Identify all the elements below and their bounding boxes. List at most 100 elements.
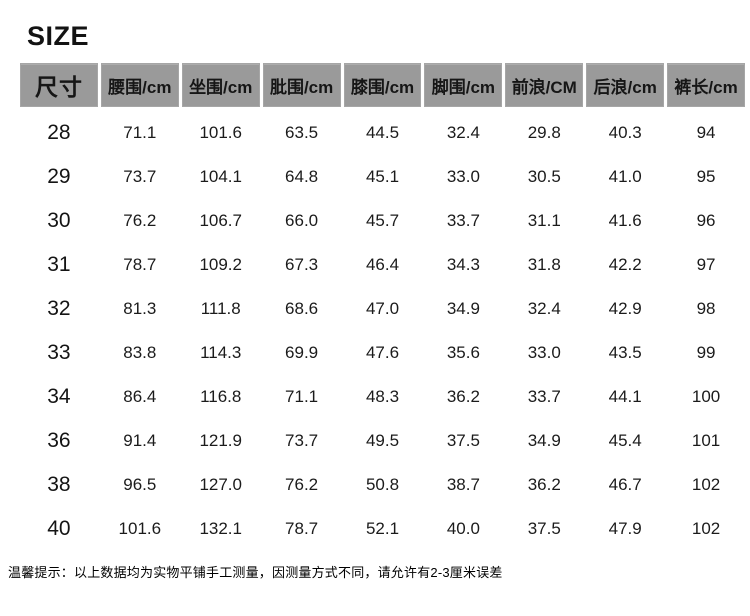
table-row: 33 83.8 114.3 69.9 47.6 35.6 33.0 43.5 99 bbox=[20, 331, 745, 375]
size-value: 28 bbox=[47, 121, 71, 144]
measurement-value: 114.3 bbox=[200, 343, 242, 362]
measurement-value: 111.8 bbox=[200, 299, 241, 318]
measurement-value: 127.0 bbox=[199, 475, 242, 494]
measurement-value: 116.8 bbox=[200, 387, 242, 406]
measurement-value: 102 bbox=[691, 475, 721, 494]
measurement-value: 96 bbox=[696, 211, 716, 230]
column-header-5: 脚围/cm bbox=[424, 63, 503, 107]
measurement-value: 73.7 bbox=[123, 167, 157, 186]
size-value: 34 bbox=[47, 385, 71, 408]
measurement-value: 96.5 bbox=[123, 475, 157, 494]
measurement-value: 94 bbox=[696, 123, 716, 142]
table-row: 31 78.7 109.2 67.3 46.4 34.3 31.8 42.2 97 bbox=[20, 243, 745, 287]
measurement-value: 40.3 bbox=[608, 123, 642, 142]
column-header-7: 后浪/cm bbox=[586, 63, 665, 107]
measurement-value: 104.1 bbox=[199, 167, 242, 186]
measurement-value: 71.1 bbox=[285, 387, 319, 406]
measurement-value: 32.4 bbox=[446, 123, 480, 142]
column-header-8: 裤长/cm bbox=[667, 63, 745, 107]
measurement-value: 78.7 bbox=[285, 519, 319, 538]
column-header-2: 坐围/cm bbox=[181, 63, 260, 107]
measurement-value: 43.5 bbox=[608, 343, 642, 362]
table-header-row: 尺寸 腰围/cm 坐围/cm 肶围/cm 膝围/cm 脚围/cm 前浪/CM 后浪/cm 裤长/… bbox=[20, 63, 745, 107]
measurement-value: 46.7 bbox=[608, 475, 642, 494]
measurement-value: 34.3 bbox=[446, 255, 480, 274]
measurement-value: 71.1 bbox=[123, 123, 157, 142]
size-value: 29 bbox=[47, 165, 71, 188]
measurement-value: 69.9 bbox=[285, 343, 319, 362]
measurement-value: 76.2 bbox=[285, 475, 319, 494]
measurement-value: 102 bbox=[691, 519, 721, 538]
measurement-value: 31.1 bbox=[527, 211, 561, 230]
size-value: 36 bbox=[47, 429, 71, 452]
table-body: 28 71.1 101.6 63.5 44.5 32.4 29.8 40.3 94 29 73.7 1… bbox=[20, 111, 745, 551]
measurement-value: 67.3 bbox=[285, 255, 319, 274]
measurement-value: 34.9 bbox=[527, 431, 561, 450]
table-row: 34 86.4 116.8 71.1 48.3 36.2 33.7 44.1 100 bbox=[20, 375, 745, 419]
measurement-value: 68.6 bbox=[285, 299, 319, 318]
size-value: 40 bbox=[47, 517, 71, 540]
measurement-value: 78.7 bbox=[123, 255, 157, 274]
table-row: 30 76.2 106.7 66.0 45.7 33.7 31.1 41.6 96 bbox=[20, 199, 745, 243]
measurement-value: 99 bbox=[696, 343, 716, 362]
measurement-value: 109.2 bbox=[199, 255, 242, 274]
column-header-1: 腰围/cm bbox=[100, 63, 179, 107]
measurement-value: 36.2 bbox=[446, 387, 480, 406]
measurement-value: 38.7 bbox=[446, 475, 480, 494]
measurement-value: 121.9 bbox=[199, 431, 242, 450]
column-header-6: 前浪/CM bbox=[505, 63, 584, 107]
table-row: 36 91.4 121.9 73.7 49.5 37.5 34.9 45.4 101 bbox=[20, 419, 745, 463]
measurement-value: 42.9 bbox=[608, 299, 642, 318]
measurement-value: 97 bbox=[696, 255, 716, 274]
measurement-value: 35.6 bbox=[446, 343, 480, 362]
measurement-value: 83.8 bbox=[123, 343, 157, 362]
measurement-value: 33.7 bbox=[527, 387, 561, 406]
measurement-value: 73.7 bbox=[285, 431, 319, 450]
measurement-value: 50.8 bbox=[365, 475, 400, 494]
size-value: 33 bbox=[47, 341, 71, 364]
measurement-value: 37.5 bbox=[446, 431, 480, 450]
measurement-value: 91.4 bbox=[123, 431, 157, 450]
measurement-value: 33.0 bbox=[446, 167, 480, 186]
measurement-value: 47.9 bbox=[608, 519, 642, 538]
size-value: 31 bbox=[47, 253, 71, 276]
measurement-value: 47.0 bbox=[365, 299, 400, 318]
measurement-value: 101.6 bbox=[118, 519, 162, 538]
column-header-4: 膝围/cm bbox=[343, 63, 422, 107]
measurement-value: 41.0 bbox=[608, 167, 642, 186]
size-table: 尺寸 腰围/cm 坐围/cm 肶围/cm 膝围/cm 脚围/cm 前浪/CM 后浪/cm 裤长/… bbox=[20, 63, 745, 551]
measurement-value: 106.7 bbox=[199, 211, 242, 230]
measurement-value: 48.3 bbox=[365, 387, 400, 406]
measurement-value: 52.1 bbox=[365, 519, 400, 538]
measurement-value: 45.7 bbox=[365, 211, 400, 230]
measurement-value: 37.5 bbox=[527, 519, 561, 538]
measurement-value: 64.8 bbox=[285, 167, 319, 186]
measurement-value: 44.1 bbox=[608, 387, 642, 406]
measurement-value: 33.0 bbox=[527, 343, 561, 362]
table-row: 38 96.5 127.0 76.2 50.8 38.7 36.2 46.7 102 bbox=[20, 463, 745, 507]
measurement-value: 31.8 bbox=[527, 255, 561, 274]
measurement-value: 101.6 bbox=[199, 123, 242, 142]
size-value: 32 bbox=[47, 297, 71, 320]
measurement-value: 32.4 bbox=[527, 299, 561, 318]
measurement-value: 34.9 bbox=[446, 299, 480, 318]
measurement-value: 45.1 bbox=[365, 167, 400, 186]
measurement-value: 63.5 bbox=[285, 123, 319, 142]
measurement-note: 温馨提示：以上数据均为实物平铺手工测量，因测量方式不同，请允许有2-3厘米误差 bbox=[8, 565, 503, 580]
size-chart-page: SIZE 尺寸 腰围/cm 坐围/cm 肶围/cm 膝围/cm 脚围/cm 前浪/CM 后浪/… bbox=[0, 21, 750, 616]
measurement-value: 76.2 bbox=[123, 211, 157, 230]
measurement-value: 33.7 bbox=[446, 211, 480, 230]
measurement-value: 42.2 bbox=[608, 255, 642, 274]
measurement-value: 132.1 bbox=[199, 519, 242, 538]
measurement-value: 30.5 bbox=[527, 167, 561, 186]
measurement-value: 86.4 bbox=[123, 387, 157, 406]
measurement-value: 40.0 bbox=[446, 519, 480, 538]
measurement-value: 49.5 bbox=[365, 431, 400, 450]
column-header-3: 肶围/cm bbox=[262, 63, 341, 107]
measurement-value: 81.3 bbox=[123, 299, 157, 318]
measurement-value: 98 bbox=[696, 299, 716, 318]
measurement-value: 36.2 bbox=[527, 475, 561, 494]
measurement-value: 44.5 bbox=[365, 123, 400, 142]
measurement-value: 45.4 bbox=[608, 431, 642, 450]
measurement-value: 101 bbox=[691, 431, 721, 450]
